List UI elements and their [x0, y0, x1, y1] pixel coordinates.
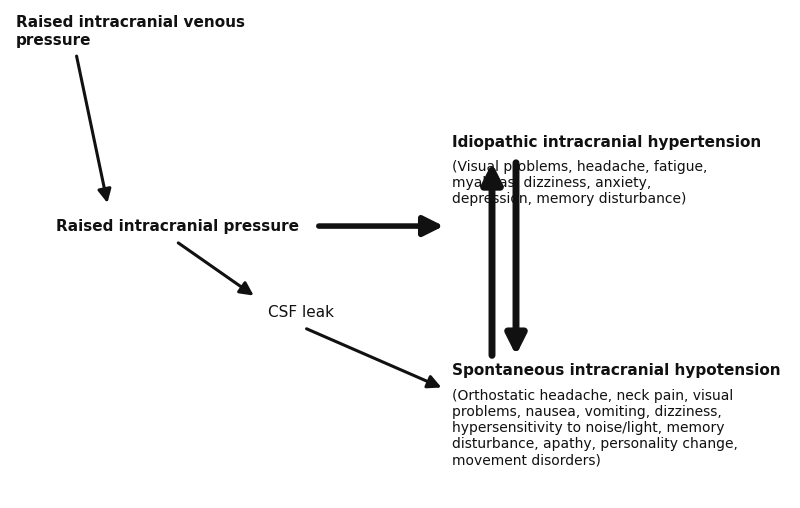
Text: (Visual problems, headache, fatigue,
myalgias, dizziness, anxiety,
depression, m: (Visual problems, headache, fatigue, mya… — [452, 160, 707, 206]
Text: Raised intracranial pressure: Raised intracranial pressure — [56, 218, 299, 234]
Text: Raised intracranial venous
pressure: Raised intracranial venous pressure — [16, 15, 245, 48]
Text: Idiopathic intracranial hypertension: Idiopathic intracranial hypertension — [452, 135, 762, 150]
Text: (Orthostatic headache, neck pain, visual
problems, nausea, vomiting, dizziness,
: (Orthostatic headache, neck pain, visual… — [452, 389, 738, 467]
Text: Spontaneous intracranial hypotension: Spontaneous intracranial hypotension — [452, 363, 781, 378]
Text: CSF leak: CSF leak — [268, 305, 334, 320]
